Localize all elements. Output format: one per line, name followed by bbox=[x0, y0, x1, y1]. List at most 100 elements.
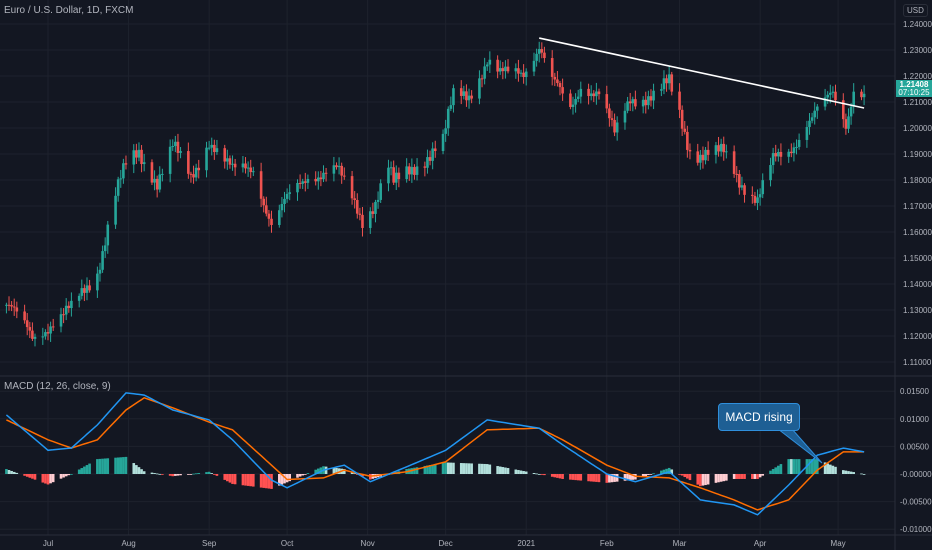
candle-body bbox=[332, 165, 336, 174]
candle-body bbox=[444, 128, 447, 134]
candle bbox=[797, 133, 801, 150]
candle bbox=[597, 88, 601, 100]
histogram-bar bbox=[88, 463, 91, 474]
price-tick-label: 1.19000 bbox=[903, 150, 932, 159]
candle-body bbox=[488, 59, 492, 65]
candle bbox=[25, 313, 29, 336]
candle-body bbox=[233, 163, 237, 168]
candle-body bbox=[213, 144, 216, 153]
candle bbox=[792, 142, 796, 162]
histogram-bar bbox=[623, 474, 627, 481]
histogram-bar bbox=[522, 471, 525, 474]
histogram-bar bbox=[10, 470, 13, 474]
candle bbox=[135, 143, 138, 165]
histogram-bar bbox=[265, 474, 268, 489]
trendline bbox=[539, 37, 865, 109]
histogram-bar bbox=[470, 463, 473, 474]
histogram-bar bbox=[826, 463, 829, 474]
histogram-bar bbox=[25, 474, 29, 477]
currency-button[interactable]: USD bbox=[903, 4, 928, 17]
candle bbox=[171, 139, 175, 151]
candle bbox=[335, 162, 338, 170]
candle-body bbox=[70, 300, 73, 309]
histogram-bar bbox=[241, 474, 245, 486]
candle bbox=[626, 96, 629, 114]
histogram-bar bbox=[792, 459, 796, 474]
candle-body bbox=[714, 145, 718, 155]
histogram-bar bbox=[717, 474, 720, 483]
histogram-bar bbox=[790, 459, 793, 474]
time-tick-label: Sep bbox=[202, 539, 217, 548]
candle-body bbox=[426, 157, 429, 168]
histogram-bar bbox=[665, 468, 668, 474]
candle-body bbox=[10, 305, 13, 307]
candle bbox=[532, 52, 536, 77]
histogram-bar bbox=[860, 473, 863, 475]
histogram-bar bbox=[304, 474, 307, 475]
annotation-callout[interactable]: MACD rising bbox=[718, 403, 800, 431]
candle-body bbox=[394, 172, 398, 183]
candle-body bbox=[816, 106, 819, 111]
histogram-bar bbox=[423, 465, 427, 474]
histogram-bar bbox=[62, 474, 65, 478]
candle bbox=[155, 175, 159, 198]
candle-body bbox=[7, 304, 11, 306]
price-tick-label: 1.13000 bbox=[903, 306, 932, 315]
candle bbox=[358, 207, 362, 221]
histogram-bar bbox=[649, 474, 653, 475]
histogram-bar bbox=[862, 474, 866, 475]
histogram-bar bbox=[758, 474, 762, 478]
candle-body bbox=[828, 92, 832, 95]
indicator-label[interactable]: MACD (12, 26, close, 9) bbox=[4, 381, 111, 392]
candle-body bbox=[246, 167, 250, 169]
histogram-bar bbox=[459, 463, 463, 474]
histogram-bar bbox=[298, 474, 302, 477]
histogram-bar bbox=[433, 464, 437, 474]
candle-body bbox=[810, 117, 814, 121]
histogram-bar bbox=[415, 467, 419, 474]
candle bbox=[387, 159, 390, 192]
histogram-bar bbox=[288, 474, 292, 482]
candle bbox=[608, 103, 611, 127]
histogram-bar bbox=[15, 472, 19, 474]
candle-body bbox=[62, 314, 65, 316]
candle-body bbox=[192, 174, 195, 178]
histogram-bar bbox=[77, 469, 81, 474]
candle bbox=[517, 59, 520, 82]
candle-body bbox=[116, 179, 120, 196]
histogram-bar bbox=[613, 474, 616, 482]
candle-body bbox=[405, 166, 408, 180]
histogram-bar bbox=[137, 467, 141, 474]
candle-body bbox=[368, 211, 372, 228]
candle-body bbox=[298, 182, 302, 184]
candle-body bbox=[137, 149, 141, 158]
histogram-bar bbox=[480, 463, 484, 474]
histogram-bar bbox=[355, 474, 359, 475]
candle bbox=[699, 149, 702, 170]
candle-body bbox=[722, 143, 726, 153]
histogram-bar bbox=[31, 474, 34, 479]
candle-body bbox=[278, 210, 281, 225]
candle-body bbox=[77, 295, 81, 301]
candle bbox=[743, 183, 746, 203]
histogram-bar bbox=[267, 474, 271, 489]
candle-body bbox=[576, 96, 580, 99]
candle bbox=[304, 172, 307, 192]
candle bbox=[467, 88, 471, 109]
candle bbox=[524, 68, 528, 86]
candle-body bbox=[706, 149, 710, 155]
candle-body bbox=[397, 172, 401, 180]
candle-body bbox=[561, 87, 564, 94]
candle-body bbox=[805, 127, 809, 140]
macd-tick-label: 0.00500 bbox=[900, 442, 929, 451]
candle bbox=[537, 41, 541, 63]
histogram-bar bbox=[753, 474, 757, 479]
histogram-bar bbox=[610, 474, 614, 483]
histogram-bar bbox=[704, 474, 707, 486]
candle-body bbox=[480, 78, 484, 80]
candle bbox=[810, 112, 814, 124]
candle bbox=[592, 90, 596, 103]
histogram-bar bbox=[660, 470, 663, 474]
candle bbox=[12, 298, 16, 316]
